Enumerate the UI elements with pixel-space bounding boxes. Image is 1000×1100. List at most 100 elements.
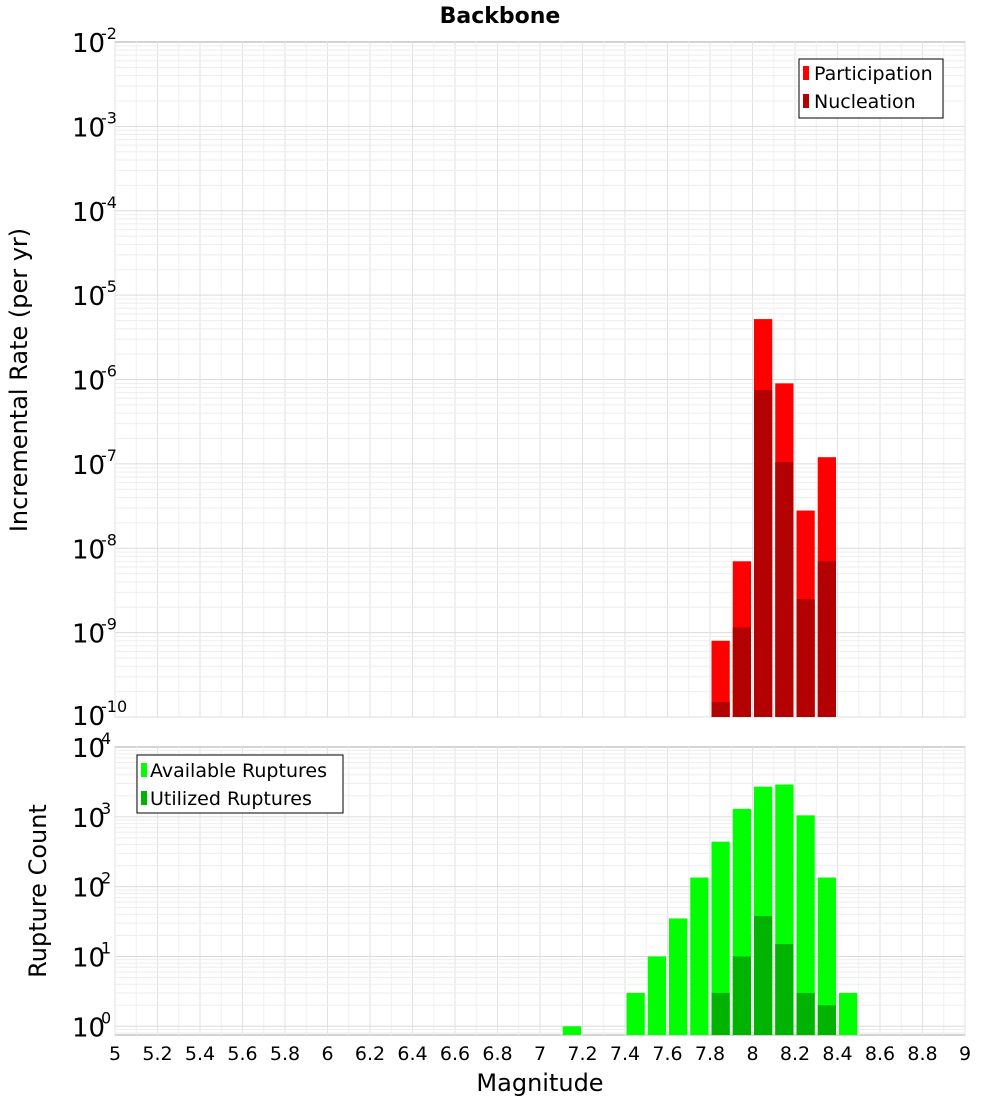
utilized-ruptures-bar [775,944,794,1035]
count-y-axis-label: Rupture Count [24,804,52,978]
utilized-ruptures-bar [711,992,730,1035]
utilized-ruptures-bar [796,992,815,1035]
y-tick-base: 10 [72,702,105,732]
y-tick: 104 [72,729,111,764]
y-tick-base: 10 [72,451,105,481]
y-tick-base: 10 [72,874,105,904]
x-tick-label: 5.2 [142,1043,172,1065]
y-tick: 10-4 [72,193,117,228]
available-legend-swatch [141,763,147,777]
x-tick-label: 5.4 [185,1043,215,1065]
y-tick-base: 10 [72,804,105,834]
y-tick: 10-3 [72,108,117,143]
y-tick-exponent: -2 [101,24,117,43]
y-tick: 102 [72,869,111,904]
y-tick-base: 10 [72,943,105,973]
x-tick-label: 6.4 [397,1043,427,1065]
nucleation-bar [775,462,794,717]
y-tick: 10-2 [72,24,117,59]
participation-bar [711,640,730,717]
y-tick-exponent: 3 [101,799,111,818]
x-tick-label: 6.8 [482,1043,512,1065]
available-legend-label: Available Ruptures [150,760,327,782]
x-tick-label: 5.8 [270,1043,300,1065]
x-tick-labels: 5 5.2 5.4 5.6 5.8 6 6.2 6.4 6.6 6.8 7 7.2 7.4 7.6 7.8 8… [109,1043,971,1065]
nucleation-bar [817,561,836,717]
y-tick-base: 10 [72,198,105,228]
participation-legend-label: Participation [814,63,933,85]
nucleation-bar [796,599,815,717]
x-tick-label: 8.6 [865,1043,895,1065]
utilized-legend-label: Utilized Ruptures [150,788,312,810]
y-tick-exponent: 2 [101,869,111,888]
utilized-ruptures-bar [754,915,773,1035]
x-tick-label: 7.2 [567,1043,597,1065]
utilized-ruptures-bar [732,956,751,1035]
x-tick-label: 6.6 [440,1043,470,1065]
utilized-ruptures-bar [817,1005,836,1035]
available-ruptures-bar [690,877,709,1035]
y-tick: 10-7 [72,446,117,481]
rate-legend: Participation Nucleation [798,58,944,119]
x-tick-label: 8.8 [907,1043,937,1065]
y-tick-exponent: 0 [101,1008,111,1027]
y-tick-base: 10 [72,367,105,397]
nucleation-legend-label: Nucleation [814,91,916,113]
y-tick-exponent: 1 [101,938,111,957]
y-tick-base: 10 [72,734,105,764]
rate-legend-box [798,58,944,119]
x-tick-label: 8.4 [822,1043,852,1065]
available-ruptures-bar [562,1026,581,1035]
y-tick-exponent: -5 [101,277,117,296]
y-tick-base: 10 [72,620,105,650]
y-tick-base: 10 [72,29,105,59]
x-tick-label: 6 [321,1043,333,1065]
y-tick-base: 10 [72,113,105,143]
available-ruptures-bar [669,918,688,1035]
rate-y-axis-label: Incremental Rate (per yr) [5,228,33,532]
nucleation-bar [754,390,773,717]
available-ruptures-bar [626,992,645,1035]
y-tick-exponent: -4 [101,193,117,212]
x-tick-label: 5.6 [227,1043,257,1065]
y-tick-exponent: -10 [101,697,127,716]
y-tick-exponent: -6 [101,362,117,381]
rate-grid [114,42,966,718]
y-tick: 10-8 [72,530,117,565]
utilized-legend-swatch [141,791,147,805]
count-legend: Available Ruptures Utilized Ruptures [136,754,344,814]
chart-title: Backbone [440,4,561,29]
available-ruptures-bar [796,815,815,1035]
y-tick-base: 10 [72,1013,105,1043]
available-ruptures-bar [647,956,666,1035]
y-tick-exponent: -3 [101,108,117,127]
x-tick-label: 7.4 [610,1043,640,1065]
x-tick-label: 7.6 [652,1043,682,1065]
y-tick: 10-9 [72,615,117,650]
rate-bars [711,319,836,717]
available-ruptures-bar [817,877,836,1035]
y-tick: 100 [72,1008,111,1043]
x-tick-label: 8 [746,1043,758,1065]
x-tick-label: 8.2 [780,1043,810,1065]
y-tick: 101 [72,938,111,973]
x-tick-label: 9 [959,1043,971,1065]
x-tick-label: 7 [534,1043,546,1065]
nucleation-bar [711,702,730,717]
available-ruptures-bar [839,992,858,1035]
x-axis-label: Magnitude [476,1069,603,1097]
y-tick-base: 10 [72,282,105,312]
y-tick-exponent: -8 [101,530,117,549]
x-tick-label: 7.8 [695,1043,725,1065]
y-tick: 103 [72,799,111,834]
x-tick-label: 6.2 [355,1043,385,1065]
y-tick-exponent: -9 [101,615,117,634]
nucleation-legend-swatch [803,94,809,108]
y-tick: 10-6 [72,362,117,397]
available-ruptures-bar [711,841,730,1035]
